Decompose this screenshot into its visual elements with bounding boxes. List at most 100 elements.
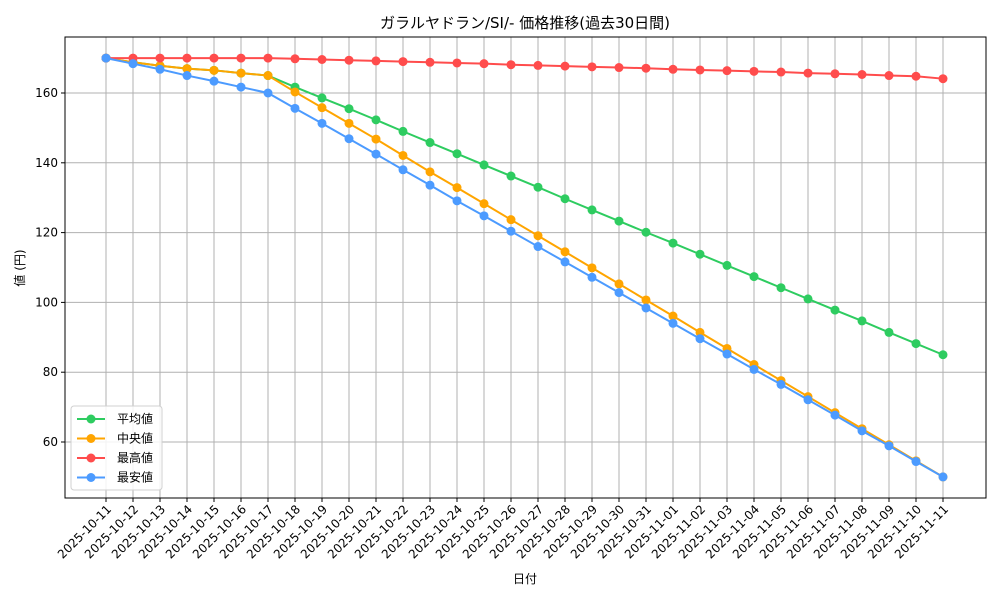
data-point <box>344 134 354 144</box>
series-line <box>101 53 948 360</box>
data-point <box>452 196 462 206</box>
chart-title: ガラルヤドラン/SI/- 価格推移(過去30日間) <box>380 14 670 32</box>
data-point <box>263 71 273 81</box>
data-point <box>587 205 597 215</box>
data-point <box>776 67 786 77</box>
data-point <box>560 257 570 267</box>
legend-item: 最安値 <box>77 470 153 485</box>
data-point <box>695 249 705 259</box>
data-point <box>587 272 597 282</box>
data-point <box>425 180 435 190</box>
data-point <box>614 216 624 226</box>
data-point <box>182 53 192 63</box>
y-axis-label: 値 (円) <box>12 249 27 286</box>
data-point <box>938 472 948 482</box>
data-point <box>371 134 381 144</box>
data-point <box>452 183 462 193</box>
data-point <box>776 283 786 293</box>
data-point <box>803 294 813 304</box>
data-point <box>803 68 813 78</box>
data-point <box>668 318 678 328</box>
data-point <box>290 87 300 97</box>
data-point <box>425 138 435 148</box>
data-point <box>155 53 165 63</box>
data-point <box>857 70 867 80</box>
data-point <box>182 71 192 81</box>
data-point <box>857 316 867 326</box>
data-point <box>938 350 948 360</box>
data-point <box>236 68 246 78</box>
series-line <box>101 53 948 84</box>
svg-text:中央値: 中央値 <box>117 431 153 446</box>
data-point <box>695 65 705 75</box>
data-point <box>506 60 516 70</box>
data-point <box>722 349 732 359</box>
data-point <box>614 279 624 289</box>
data-point <box>425 167 435 177</box>
legend-item: 最高値 <box>77 450 153 465</box>
data-point <box>290 54 300 64</box>
data-point <box>209 53 219 63</box>
data-point <box>641 303 651 313</box>
data-point <box>668 64 678 74</box>
data-point <box>776 379 786 389</box>
series-line <box>101 53 948 482</box>
data-point <box>344 104 354 114</box>
data-point <box>533 182 543 192</box>
data-point <box>614 63 624 73</box>
data-point <box>884 327 894 337</box>
data-point <box>263 88 273 98</box>
data-point <box>317 118 327 128</box>
data-point <box>317 93 327 103</box>
data-point <box>425 57 435 67</box>
legend-item: 平均値 <box>77 411 153 426</box>
data-point <box>614 288 624 298</box>
data-point <box>479 211 489 221</box>
plot-frame <box>64 36 987 499</box>
data-point <box>236 82 246 92</box>
data-point <box>911 457 921 467</box>
data-point <box>506 215 516 225</box>
data-point <box>155 64 165 74</box>
data-point <box>641 295 651 305</box>
y-tick-label: 160 <box>35 86 58 100</box>
data-point <box>452 58 462 68</box>
y-tick-label: 80 <box>43 365 58 379</box>
data-point <box>128 59 138 69</box>
data-point <box>344 118 354 128</box>
data-point <box>182 64 192 74</box>
data-point <box>587 62 597 72</box>
data-point <box>209 76 219 86</box>
data-point <box>911 339 921 349</box>
data-point <box>371 115 381 125</box>
data-point <box>668 238 678 248</box>
grid <box>65 37 986 498</box>
y-tick-label: 140 <box>35 156 58 170</box>
y-tick-label: 120 <box>35 226 58 240</box>
data-point <box>371 149 381 159</box>
data-point <box>506 226 516 236</box>
svg-text:平均値: 平均値 <box>117 411 153 426</box>
data-point <box>452 149 462 159</box>
data-point <box>857 426 867 436</box>
data-point <box>317 54 327 64</box>
data-point <box>479 59 489 69</box>
data-point <box>101 53 111 63</box>
data-point <box>587 263 597 273</box>
series-line <box>101 53 948 482</box>
data-point <box>533 231 543 241</box>
y-axis: 60 80 100 120 140 160 <box>35 86 65 449</box>
data-point <box>344 55 354 65</box>
series-layer <box>101 53 948 482</box>
y-tick-label: 100 <box>35 295 58 309</box>
data-point <box>479 199 489 209</box>
data-point <box>749 272 759 282</box>
data-point <box>560 247 570 257</box>
data-point <box>749 66 759 76</box>
data-point <box>695 327 705 337</box>
data-point <box>884 71 894 81</box>
legend-item: 中央値 <box>77 431 153 446</box>
data-point <box>506 171 516 181</box>
